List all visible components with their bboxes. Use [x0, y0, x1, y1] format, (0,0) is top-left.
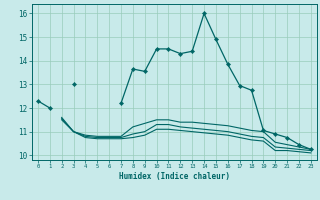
X-axis label: Humidex (Indice chaleur): Humidex (Indice chaleur) [119, 172, 230, 181]
